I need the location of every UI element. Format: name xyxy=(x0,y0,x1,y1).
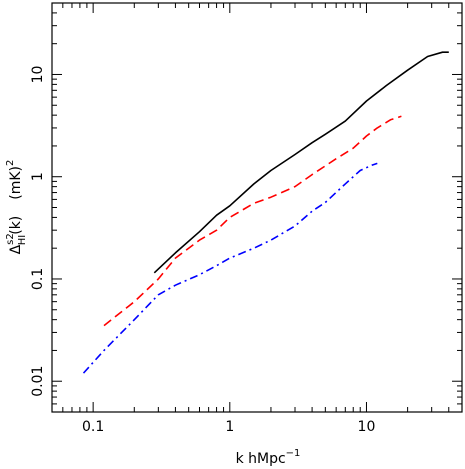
x-axis-label-main: k hMpc xyxy=(236,451,286,467)
series-line-1 xyxy=(153,51,449,274)
y-tick-label: 0.1 xyxy=(30,268,46,290)
y-axis-label-arg: (k) xyxy=(8,216,24,235)
series-line-2 xyxy=(103,115,402,327)
x-tick-label: 10 xyxy=(358,419,376,435)
y-axis-label-sub: HI xyxy=(17,235,28,245)
series-line-3 xyxy=(82,162,378,374)
axis-ticks xyxy=(51,2,463,413)
x-axis-label: k hMpc−1 xyxy=(236,448,301,467)
y-axis-label-unit: (mK) xyxy=(8,166,24,200)
y-axis-label-delta: Δ xyxy=(8,244,24,254)
y-axis-label-sup: s2 xyxy=(5,233,16,245)
x-tick-label: 0.1 xyxy=(82,419,104,435)
y-tick-label: 1 xyxy=(30,172,46,181)
y-tick-label: 0.01 xyxy=(30,366,46,397)
x-axis-label-sup: −1 xyxy=(286,448,301,459)
series-group xyxy=(82,51,449,374)
y-tick-label: 10 xyxy=(30,66,46,84)
y-axis-label: Δs2HI(k) (mK)2 xyxy=(5,160,28,255)
x-tick-label: 1 xyxy=(225,419,234,435)
y-axis-label-unit-sup: 2 xyxy=(5,160,16,166)
plot-frame xyxy=(51,2,463,413)
tick-labels: 0.1 1 10 0.01 0.1 1 10 xyxy=(30,66,375,435)
